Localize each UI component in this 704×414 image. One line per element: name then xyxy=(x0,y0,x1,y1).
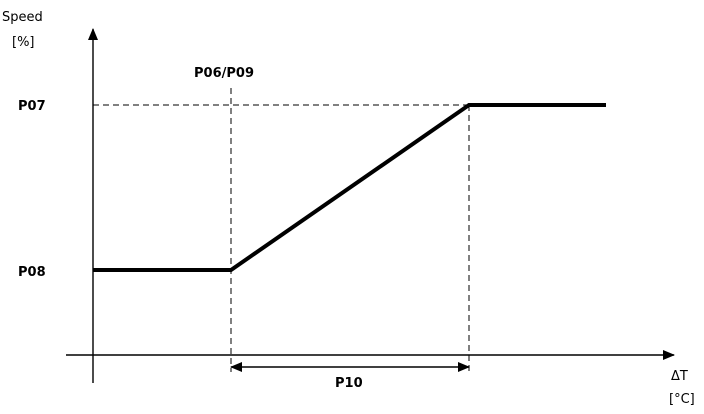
speed-series-line xyxy=(93,103,606,272)
y-tick-label-p08: P08 xyxy=(18,265,46,280)
y-axis-title: Speed xyxy=(2,10,43,25)
x-axis-unit: [°C] xyxy=(669,392,695,407)
x-tick-label-p06-p09: P06/P09 xyxy=(194,66,254,81)
y-tick-label-p07: P07 xyxy=(18,99,46,114)
y-axis-unit: [%] xyxy=(12,35,35,50)
x-axis-title: ΔT xyxy=(671,369,688,384)
p10-span-label: P10 xyxy=(335,376,363,391)
